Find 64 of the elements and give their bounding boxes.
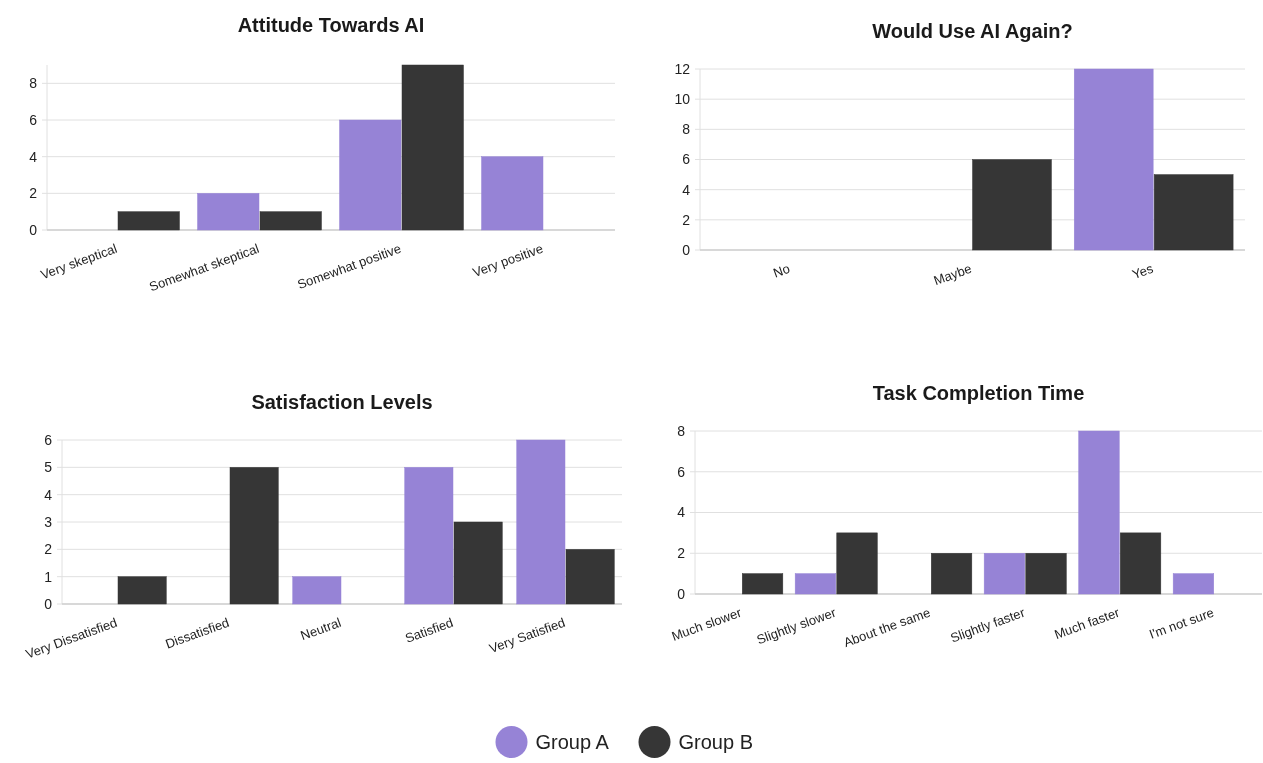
y-tick-label: 4 [29,148,38,165]
y-tick-label: 3 [44,513,53,530]
bar [401,64,464,231]
bar [1153,174,1234,251]
bar [197,193,260,231]
legend-label: Group B [678,731,753,753]
bar [453,521,503,605]
y-tick-label: 12 [674,60,691,77]
bar [117,576,167,605]
x-tick-label: I'm not sure [1147,604,1216,642]
bar [516,439,566,605]
y-tick-label: 2 [44,541,53,558]
bar [836,532,878,595]
bar [481,156,544,231]
y-tick-label: 6 [44,431,53,448]
y-tick-label: 0 [44,595,53,612]
bar [259,211,322,231]
bar [565,549,615,605]
x-tick-label: Slightly slower [754,604,839,648]
chart-title: Attitude Towards AI [237,14,425,36]
bar [931,553,973,595]
bar [742,573,784,595]
y-tick-label: 8 [29,75,38,92]
y-tick-label: 6 [677,463,686,480]
y-tick-label: 6 [29,111,38,128]
y-tick-label: 1 [44,568,53,585]
y-tick-label: 6 [682,151,691,168]
y-tick-label: 2 [29,185,38,202]
y-tick-label: 2 [682,211,691,228]
y-tick-label: 2 [677,545,686,562]
bar [983,553,1025,595]
x-tick-label: Much faster [1052,604,1122,643]
y-tick-label: 8 [682,121,691,138]
x-tick-label: Maybe [931,260,974,289]
bar [1078,430,1120,595]
y-tick-label: 4 [682,181,691,198]
bar [1172,573,1214,595]
chart-title: Would Use AI Again? [872,20,1073,42]
bar [404,467,454,605]
chart-title: Satisfaction Levels [251,391,433,413]
x-tick-label: About the same [841,604,933,650]
y-tick-label: 8 [677,422,686,439]
x-tick-label: Much slower [669,604,744,644]
y-tick-label: 0 [29,221,38,238]
y-tick-label: 4 [44,486,53,503]
y-tick-label: 5 [44,459,53,476]
x-tick-label: Slightly faster [948,604,1028,646]
bar [1025,553,1067,595]
bar [339,119,402,231]
x-tick-label: Yes [1130,260,1156,283]
y-tick-label: 4 [677,504,686,521]
y-tick-label: 0 [677,585,686,602]
bar [1073,68,1154,251]
legend-label: Group A [535,731,610,753]
bar [229,467,279,605]
chart-title: Task Completion Time [872,382,1085,404]
bar [117,211,180,231]
x-tick-label: No [771,260,792,281]
bar [1120,532,1162,595]
bar [972,159,1052,251]
bar [794,573,836,595]
y-tick-label: 10 [674,91,691,108]
bar [292,576,342,605]
y-tick-label: 0 [682,241,691,258]
